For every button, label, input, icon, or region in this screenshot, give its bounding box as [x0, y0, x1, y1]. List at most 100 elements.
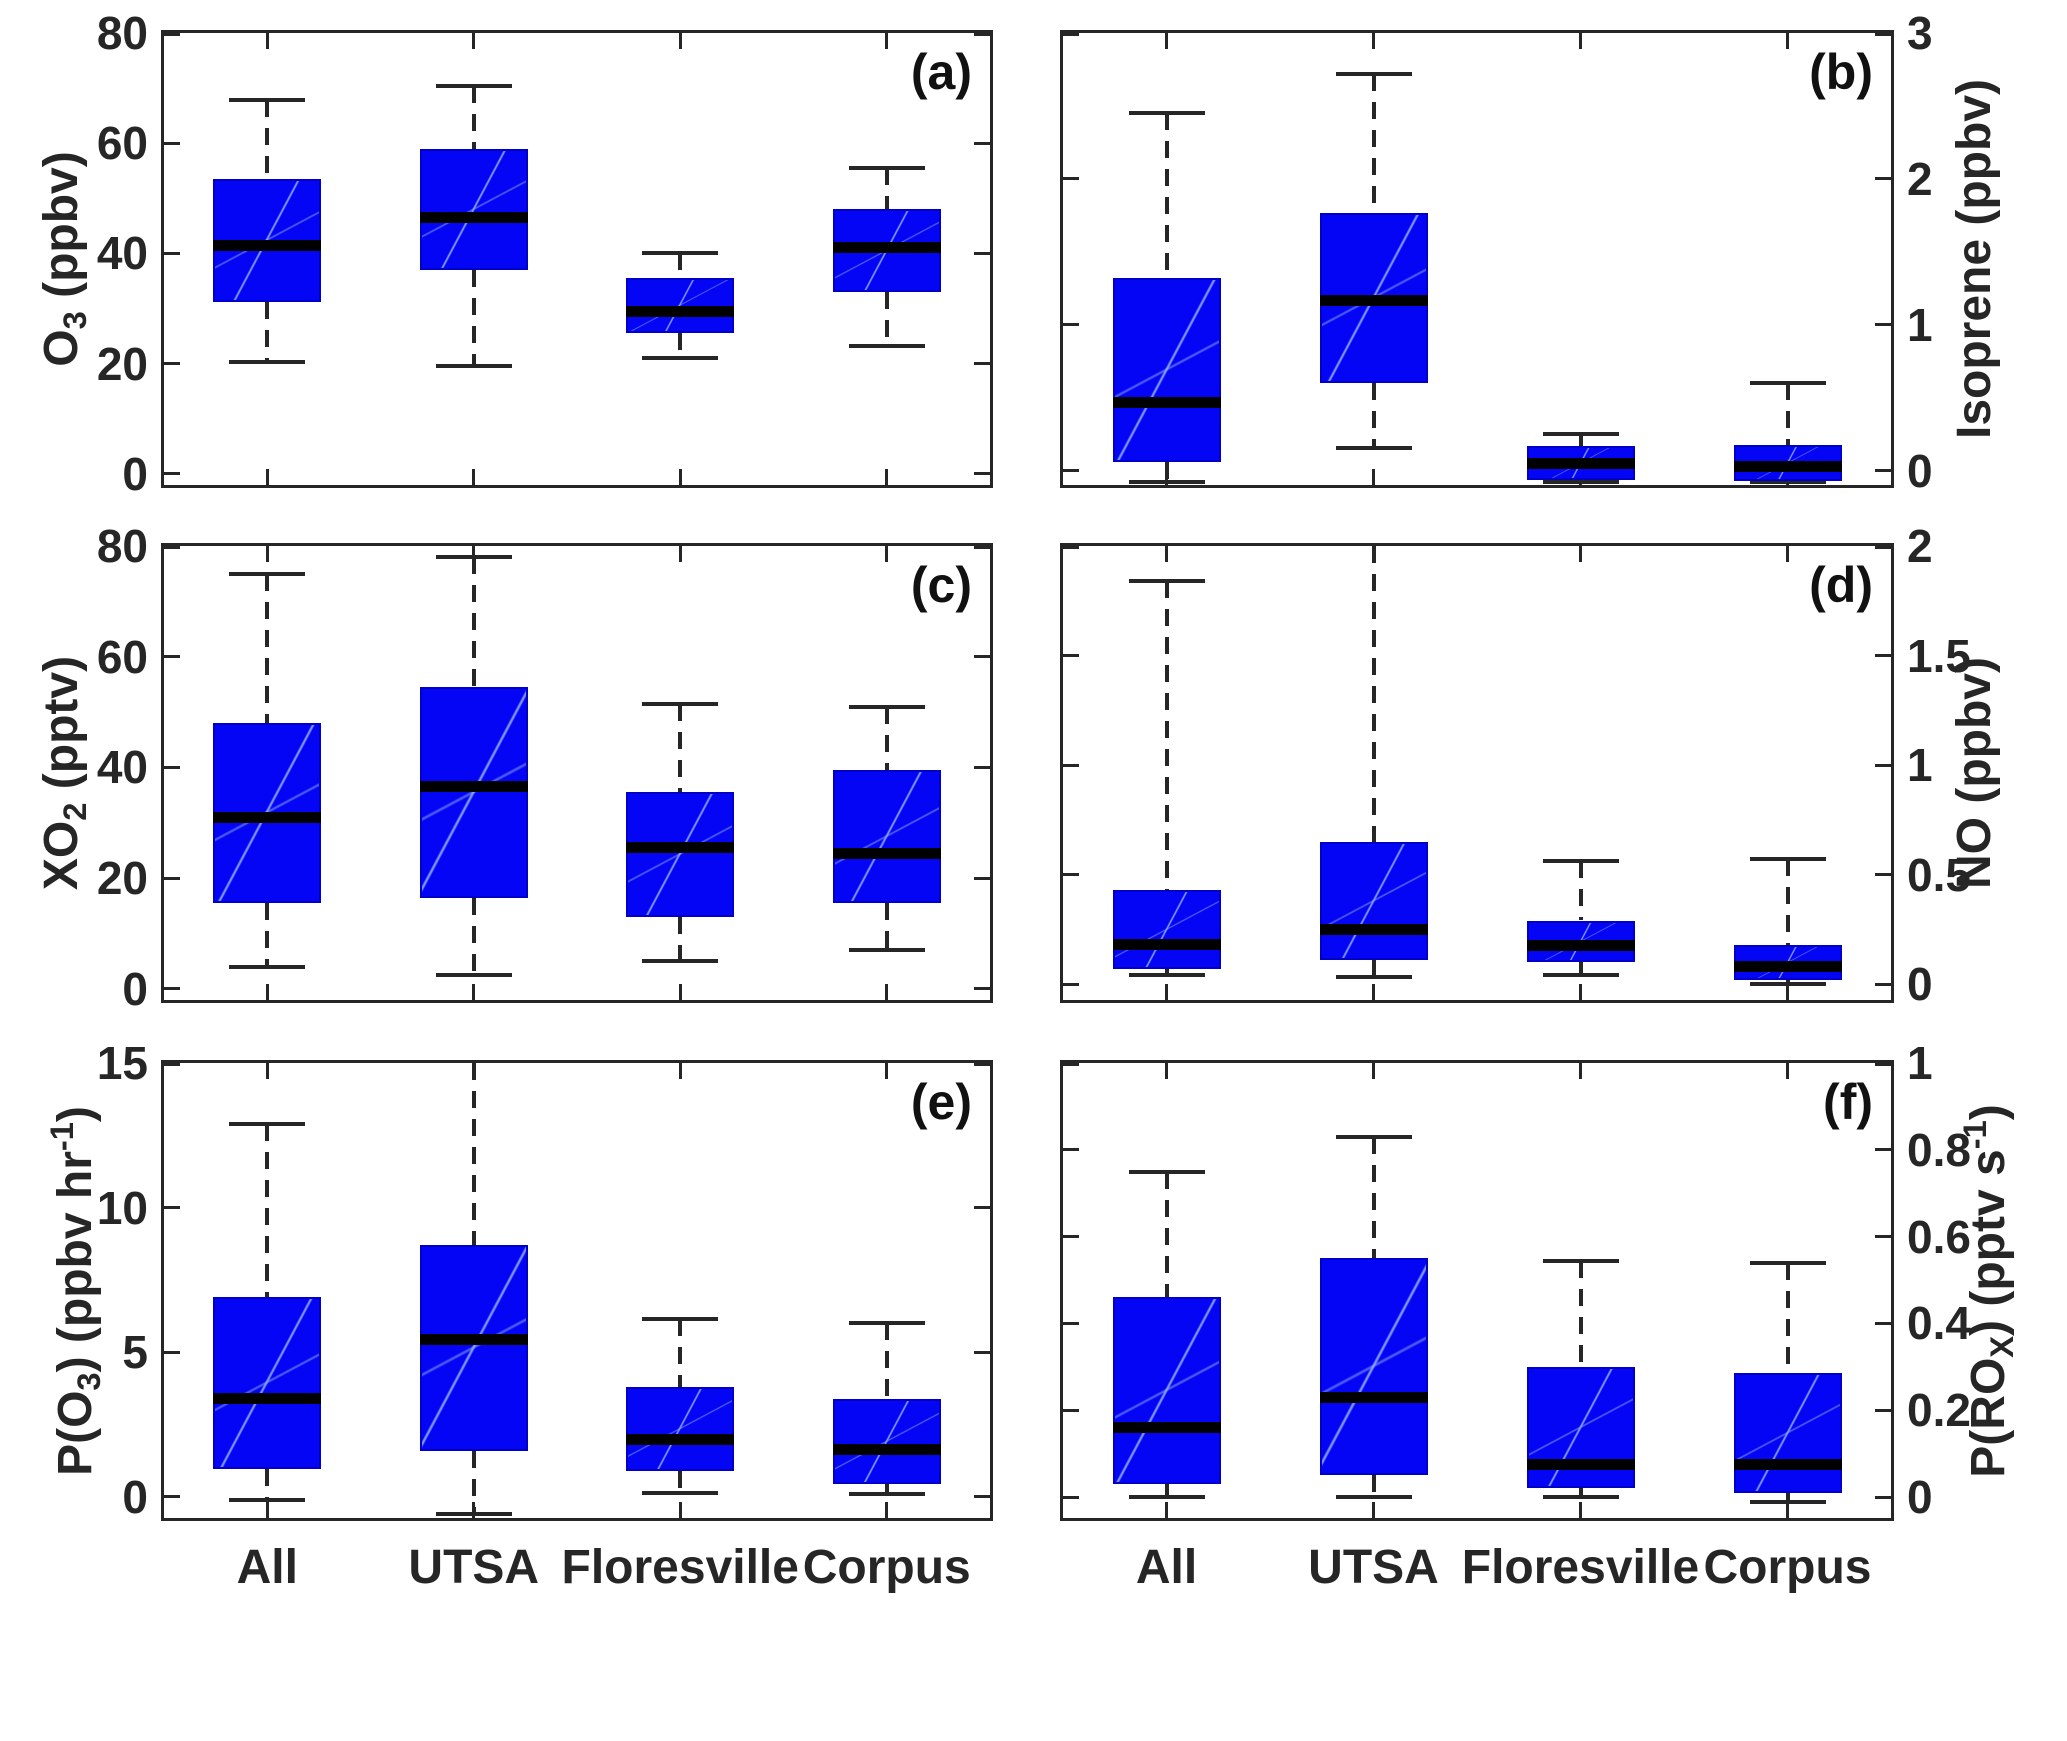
boxplot-box-all	[1112, 889, 1221, 969]
whisker-cap-upper	[1749, 857, 1826, 862]
whisker-cap-upper	[848, 704, 925, 709]
y-tick-right	[974, 876, 990, 880]
whisker-cap-upper	[642, 1316, 719, 1321]
y-tick-label: 80	[96, 7, 148, 59]
y-tick-label: 1	[1907, 298, 1933, 351]
y-axis-label-e: P(O3) (ppbv hr-1)	[43, 1105, 108, 1476]
y-tick-left	[164, 141, 180, 145]
y-tick-label: 2	[1907, 152, 1933, 205]
y-tick-right	[974, 1495, 990, 1499]
whisker-cap-upper	[1542, 859, 1619, 864]
y-tick-right	[1875, 546, 1891, 549]
y-tick-left	[1063, 323, 1079, 327]
panel-letter-e: (e)	[910, 1074, 972, 1130]
x-tick-bottom	[678, 469, 682, 485]
whisker-lower	[1578, 1488, 1583, 1498]
y-tick-label: 0	[122, 962, 148, 1015]
whisker-upper	[1371, 546, 1376, 842]
y-tick-right	[974, 1350, 990, 1354]
y-tick-right	[1875, 982, 1891, 986]
whisker-cap-lower	[229, 1497, 306, 1502]
whisker-cap-lower	[1335, 1495, 1412, 1500]
y-tick-label: 15	[96, 1037, 148, 1089]
whisker-lower	[1164, 462, 1169, 483]
y-tick-label: 0.2	[1907, 1384, 1971, 1437]
y-tick-right	[974, 987, 990, 991]
whisker-upper	[471, 557, 476, 688]
y-tick-label: 20	[96, 852, 148, 905]
y-tick-label: 0	[122, 1470, 148, 1523]
y-tick-right	[1875, 469, 1891, 473]
x-tick-top	[1165, 546, 1168, 562]
boxplot-panel-a: (a) 0 20 40 60 80 O3 (ppbv)	[35, 10, 993, 497]
y-tick-right	[1875, 1408, 1891, 1412]
whisker-upper	[1785, 383, 1790, 445]
whisker-upper	[1578, 861, 1583, 921]
x-tick-bottom	[1372, 984, 1375, 1000]
y-tick-label: 3	[1907, 7, 1933, 59]
y-tick-left	[1063, 469, 1079, 473]
x-tick-top	[885, 33, 889, 49]
y-tick-left	[164, 33, 180, 36]
x-tick-top	[1579, 1063, 1582, 1079]
y-tick-left	[164, 362, 180, 366]
whisker-cap-lower	[642, 1490, 719, 1495]
y-tick-right	[974, 141, 990, 145]
boxplot-median	[1112, 939, 1221, 951]
x-category-label-all: All	[1135, 1541, 1198, 1594]
whisker-cap-upper	[1335, 71, 1412, 76]
whisker-lower	[471, 1450, 476, 1515]
whisker-cap-upper	[435, 555, 512, 560]
y-tick-right	[974, 362, 990, 366]
x-tick-top	[1786, 546, 1789, 562]
whisker-cap-lower	[1749, 982, 1826, 986]
whisker-lower	[1578, 962, 1583, 976]
whisker-upper	[1164, 581, 1169, 890]
whisker-cap-upper	[848, 1321, 925, 1326]
y-tick-left	[164, 1350, 180, 1354]
whisker-upper	[1371, 1136, 1376, 1259]
y-tick-label: 1	[1907, 739, 1933, 791]
boxplot-median	[1319, 923, 1428, 935]
x-tick-bottom	[1372, 1502, 1375, 1518]
whisker-cap-upper	[229, 571, 306, 576]
whisker-lower	[1371, 959, 1376, 978]
x-tick-top	[265, 1063, 269, 1079]
y-tick-left	[164, 251, 180, 255]
y-tick-right	[974, 33, 990, 36]
y-tick-label: 0	[1907, 1471, 1933, 1524]
x-tick-top	[265, 33, 269, 49]
whisker-upper	[884, 1323, 889, 1399]
boxplot-box-floresville	[1526, 1366, 1635, 1489]
whisker-lower	[1785, 979, 1790, 984]
x-tick-top	[885, 1063, 889, 1079]
whisker-cap-lower	[848, 1491, 925, 1496]
y-tick-left	[164, 472, 180, 476]
y-tick-label: 20	[96, 337, 148, 390]
whisker-upper	[1164, 113, 1169, 279]
y-axis-label-f: P(ROX) (pptv s-1)	[1956, 1103, 2021, 1478]
y-tick-label: 2	[1907, 520, 1933, 572]
boxplot-box-utsa	[419, 1245, 528, 1451]
boxplot-box-utsa	[419, 148, 528, 271]
whisker-cap-lower	[1335, 445, 1412, 450]
y-tick-left	[1063, 654, 1079, 657]
whisker-lower	[1164, 968, 1169, 976]
y-tick-right	[1875, 1148, 1891, 1152]
whisker-lower	[884, 1483, 889, 1494]
boxplot-median	[832, 1443, 941, 1455]
y-tick-right	[1875, 177, 1891, 181]
x-tick-bottom	[1165, 984, 1168, 1000]
whisker-cap-upper	[229, 98, 306, 103]
whisker-lower	[471, 897, 476, 976]
whisker-upper	[884, 168, 889, 210]
panel-letter-a: (a)	[910, 44, 972, 100]
x-category-label-floresville: Floresville	[561, 1541, 799, 1594]
y-tick-left	[164, 1063, 180, 1066]
y-tick-label: 1.5	[1907, 629, 1971, 682]
whisker-upper	[1785, 859, 1790, 945]
whisker-lower	[884, 292, 889, 347]
whisker-upper	[1785, 1262, 1790, 1374]
y-tick-right	[974, 765, 990, 769]
y-tick-label: 0	[1907, 444, 1933, 497]
